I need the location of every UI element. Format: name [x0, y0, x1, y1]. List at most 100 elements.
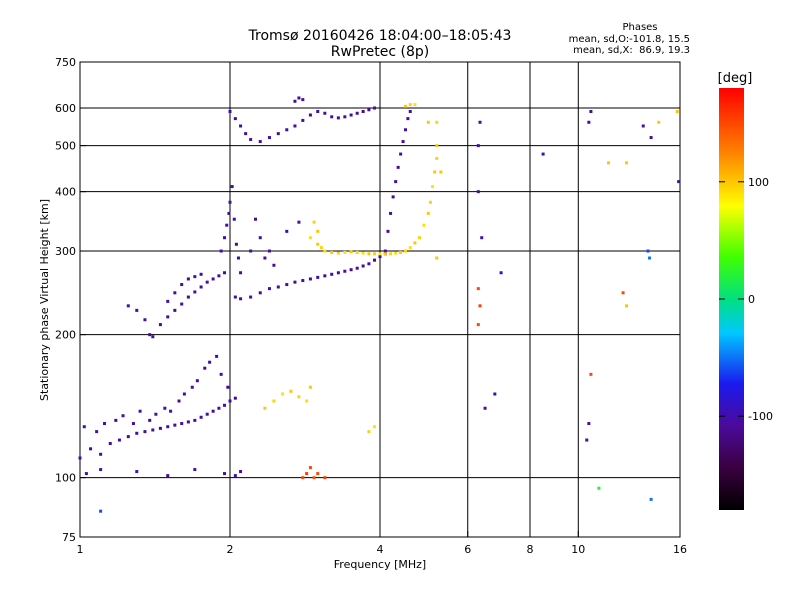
y-tick-label: 750 — [55, 56, 76, 69]
data-point — [312, 220, 316, 224]
data-point — [403, 249, 407, 253]
data-point — [89, 447, 93, 451]
data-point — [289, 389, 293, 393]
data-point — [649, 497, 653, 501]
data-point — [433, 170, 437, 174]
data-point — [316, 275, 320, 279]
data-point — [239, 124, 243, 128]
data-point — [199, 415, 203, 419]
data-point — [193, 275, 197, 279]
y-axis-ticks: 75 100 200 300 400 500 600 750 — [55, 56, 86, 544]
data-point — [389, 252, 393, 256]
data-point — [186, 277, 190, 281]
data-point — [367, 262, 371, 266]
data-point — [126, 435, 130, 439]
data-point — [219, 372, 223, 376]
data-point — [367, 430, 371, 434]
data-point — [263, 406, 267, 410]
data-point — [193, 418, 197, 422]
data-point — [301, 118, 305, 122]
data-point — [323, 111, 327, 115]
colorbar-tick-label: 0 — [748, 293, 755, 306]
data-point — [361, 109, 365, 113]
y-axis-label: Stationary phase Virtual Height [km] — [38, 199, 51, 401]
data-point — [203, 366, 207, 370]
y-tick-label: 300 — [55, 245, 76, 258]
data-point — [585, 438, 589, 442]
data-point — [297, 96, 301, 100]
data-point — [182, 392, 186, 396]
data-point — [305, 472, 309, 476]
data-point — [267, 249, 271, 253]
data-point — [483, 406, 487, 410]
data-point — [417, 236, 421, 240]
data-point — [408, 109, 412, 113]
data-point — [435, 256, 439, 260]
data-point — [597, 486, 601, 490]
y-tick-label: 500 — [55, 140, 76, 153]
data-point — [480, 236, 484, 240]
data-point — [158, 426, 162, 430]
data-point — [186, 420, 190, 424]
data-point — [435, 120, 439, 124]
data-point — [267, 287, 271, 291]
data-point — [193, 290, 197, 294]
data-point — [166, 315, 170, 319]
data-point — [373, 258, 377, 262]
data-point — [276, 285, 280, 289]
data-point — [330, 272, 334, 276]
data-point — [233, 295, 237, 299]
data-point — [276, 132, 280, 136]
colorbar-ticks: 100 0 -100 — [719, 176, 773, 423]
data-point — [208, 360, 212, 364]
data-point — [675, 109, 679, 113]
data-point — [285, 229, 289, 233]
data-point — [316, 472, 320, 476]
data-point — [478, 304, 482, 308]
data-point — [135, 308, 139, 312]
data-point — [99, 509, 103, 513]
data-point — [281, 392, 285, 396]
data-point — [225, 223, 229, 227]
data-point — [228, 200, 232, 204]
data-point — [228, 399, 232, 403]
data-point — [82, 425, 86, 429]
data-point — [336, 116, 340, 120]
data-point — [211, 409, 215, 413]
data-point — [148, 418, 152, 422]
data-point — [253, 217, 257, 221]
data-point — [493, 392, 497, 396]
data-point — [343, 250, 347, 254]
data-point — [258, 140, 262, 144]
data-point — [293, 280, 297, 284]
data-point — [151, 428, 155, 432]
data-point — [78, 456, 82, 460]
data-point — [431, 185, 435, 189]
data-point — [121, 414, 125, 418]
colorbar-tick-label: -100 — [748, 410, 773, 423]
data-point — [169, 409, 173, 413]
x-axis-ticks: 1 2 4 6 8 10 16 — [77, 531, 687, 556]
data-point — [408, 103, 412, 107]
colorbar-unit: [deg] — [718, 71, 753, 86]
data-point — [234, 242, 238, 246]
data-point — [305, 399, 309, 403]
data-point — [439, 170, 443, 174]
x-tick-label: 8 — [527, 543, 534, 556]
data-point — [84, 472, 88, 476]
data-point — [173, 423, 177, 427]
data-point — [99, 468, 103, 472]
data-point — [343, 269, 347, 273]
data-point — [177, 399, 181, 403]
data-point — [399, 250, 403, 254]
data-point — [263, 256, 267, 260]
data-point — [312, 476, 316, 480]
data-point — [308, 385, 312, 389]
data-point — [205, 280, 209, 284]
data-points — [78, 96, 681, 513]
data-point — [422, 223, 426, 227]
data-point — [403, 128, 407, 132]
y-tick-label: 100 — [55, 472, 76, 485]
data-point — [223, 403, 227, 407]
